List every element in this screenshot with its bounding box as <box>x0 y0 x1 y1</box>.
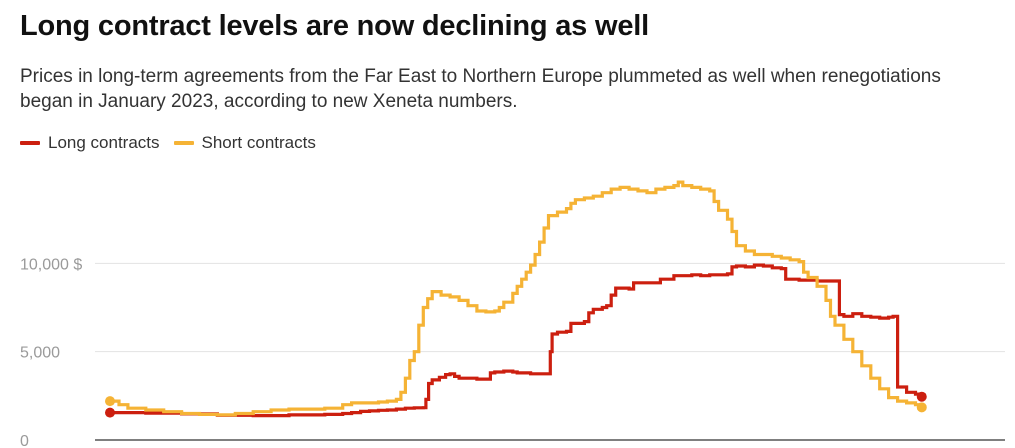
legend: Long contracts Short contracts <box>20 133 330 153</box>
legend-swatch-long <box>20 141 40 145</box>
y-tick-label: 10,000 $ <box>20 256 82 273</box>
legend-label-short: Short contracts <box>201 133 316 152</box>
y-tick-label: 5,000 <box>20 345 60 362</box>
long-end-point <box>916 391 927 402</box>
chart-subtitle: Prices in long-term agreements from the … <box>20 66 941 112</box>
legend-item-long: Long contracts <box>20 133 160 153</box>
legend-item-short: Short contracts <box>173 133 316 153</box>
legend-label-long: Long contracts <box>48 133 160 152</box>
chart-title: Long contract levels are now declining a… <box>20 10 649 42</box>
y-tick-label: 0 <box>20 433 29 448</box>
short-start-point <box>105 396 115 407</box>
series-line-short-contracts <box>110 180 924 417</box>
legend-swatch-short <box>173 141 194 145</box>
short-end-point <box>916 402 927 413</box>
long-start-point <box>105 407 115 418</box>
